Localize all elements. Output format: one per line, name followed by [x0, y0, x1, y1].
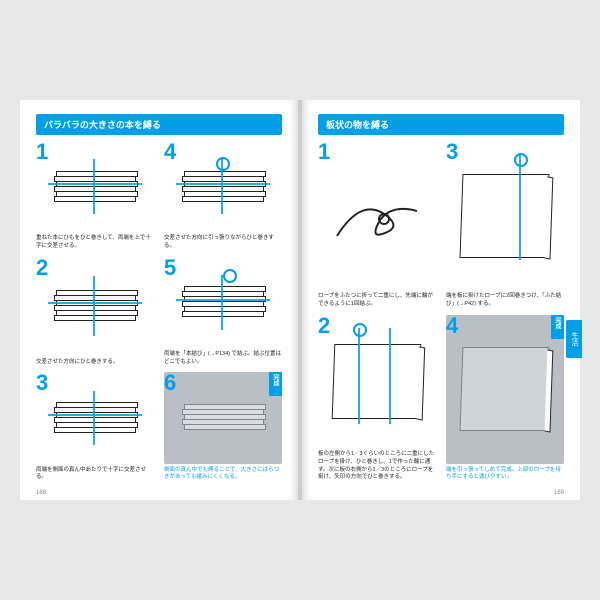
- final-badge: 完成: [269, 372, 282, 396]
- step-caption: 側面の真ん中でも縛ることで、大きさにばらつきがあっても緩みにくくなる。: [164, 467, 282, 482]
- left-step-4: 4 交差させた方向に引っ張りながらひと巻きする。: [164, 141, 282, 251]
- page-left: バラバラの大きさの本を縛る 1 重ねた本にひもをひと巻きして、両端を上で十字に交…: [20, 100, 298, 500]
- step-caption: 両端を側面の真ん中あたりで十字に交差させる。: [36, 467, 154, 482]
- step-caption: 交差させた方向に引っ張りながらひと巻きする。: [164, 235, 282, 250]
- illustration: [36, 372, 154, 463]
- right-title: 板状の物を縛る: [318, 114, 564, 135]
- page-right: 板状の物を縛る 1 ロープをふたつに折って二重にし、先端に輪ができるように1回結…: [302, 100, 580, 500]
- left-step-6: 6 完成 側面の真ん中でも縛ることで、大きさにばらつきがあっても緩みにくくなる。: [164, 372, 282, 482]
- step-caption: ロープをふたつに折って二重にし、先端に輪ができるように1回結ぶ。: [318, 293, 436, 308]
- step-number: 2: [36, 257, 48, 279]
- illustration: [36, 141, 154, 232]
- step-number: 3: [446, 141, 458, 163]
- step-caption: 重ねた本にひもをひと巻きして、両端を上で十字に交差させる。: [36, 235, 154, 250]
- illustration-photo: [446, 315, 564, 464]
- step-number: 1: [36, 141, 48, 163]
- step-number: 2: [318, 315, 330, 337]
- step-number: 5: [164, 257, 176, 279]
- step-number: 6: [164, 372, 176, 394]
- step-caption: 板の左側から1／3ぐらいのところに二重にしたロープを掛け、ひと巻きし、1で作った…: [318, 451, 436, 482]
- left-step-3: 3 両端を側面の真ん中あたりで十字に交差させる。: [36, 372, 154, 482]
- page-number-right: 169: [554, 490, 564, 496]
- illustration: [446, 141, 564, 290]
- step-caption: 交差させた方向にひと巻きする。: [36, 359, 154, 367]
- left-grid: 1 重ねた本にひもをひと巻きして、両端を上で十字に交差させる。 4 交差させた方…: [36, 141, 282, 482]
- illustration: [164, 257, 282, 348]
- illustration: [36, 257, 154, 356]
- illustration-photo: [164, 372, 282, 463]
- step-caption: 両端を「本結び」(→P134) で結ぶ。結ぶ位置はどこでもよい。: [164, 351, 282, 366]
- step-number: 3: [36, 372, 48, 394]
- right-step-3: 3 端を板に掛けたロープに2回巻きつけ、「ふた結び」(→P42) する。: [446, 141, 564, 309]
- final-badge: 完成: [551, 315, 564, 339]
- side-tab: 生活: [566, 320, 582, 358]
- illustration: [318, 315, 436, 449]
- right-step-1: 1 ロープをふたつに折って二重にし、先端に輪ができるように1回結ぶ。: [318, 141, 436, 309]
- left-title: バラバラの大きさの本を縛る: [36, 114, 282, 135]
- step-number: 1: [318, 141, 330, 163]
- left-step-2: 2 交差させた方向にひと巻きする。: [36, 257, 154, 367]
- left-step-1: 1 重ねた本にひもをひと巻きして、両端を上で十字に交差させる。: [36, 141, 154, 251]
- right-grid: 1 ロープをふたつに折って二重にし、先端に輪ができるように1回結ぶ。 3 端: [318, 141, 564, 482]
- right-step-2: 2 板の左側から1／3ぐらいのところに二重にしたロープを掛け、ひと巻きし、1で作…: [318, 315, 436, 483]
- page-number-left: 168: [36, 490, 46, 496]
- step-caption: 端を引っ張ってしめて完成。上部のロープを持ち手にすると運びやすい。: [446, 467, 564, 482]
- illustration: [164, 141, 282, 232]
- step-caption: 端を板に掛けたロープに2回巻きつけ、「ふた結び」(→P42) する。: [446, 293, 564, 308]
- right-step-4: 4 完成 端を引っ張ってしめて完成。上部のロープを持ち手にすると運びやすい。: [446, 315, 564, 483]
- step-number: 4: [164, 141, 176, 163]
- step-number: 4: [446, 315, 458, 337]
- illustration: [318, 141, 436, 290]
- left-step-5: 5 両端を「本結び」(→P134) で結ぶ。結ぶ位置はどこでもよい。: [164, 257, 282, 367]
- book-spread: バラバラの大きさの本を縛る 1 重ねた本にひもをひと巻きして、両端を上で十字に交…: [20, 100, 580, 500]
